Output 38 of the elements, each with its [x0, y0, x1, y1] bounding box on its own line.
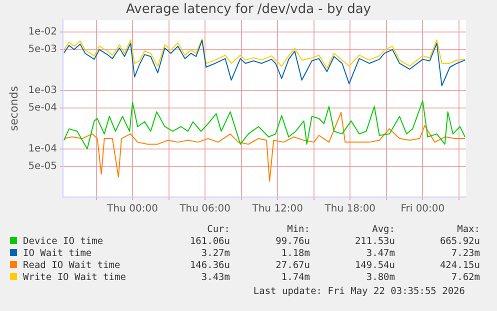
x-tick-label: Thu 06:00: [178, 204, 230, 215]
legend-label: Device IO time: [22, 235, 104, 247]
legend-label: IO Wait time: [22, 247, 93, 259]
legend-label: Read IO Wait time: [22, 259, 122, 271]
y-tick-label: 5e-05: [28, 161, 58, 172]
text: 211.53u: [354, 235, 395, 247]
text: 665.92u: [438, 235, 480, 247]
text: Last update: Fri May 22 03:35:55 2026: [253, 286, 465, 297]
text: 1.18m: [280, 247, 310, 259]
text: Avg:: [371, 223, 395, 235]
text: 3.43m: [200, 271, 230, 283]
text: 27.67u: [274, 259, 310, 271]
text: 3.80m: [365, 271, 395, 283]
text: 149.54u: [354, 259, 395, 271]
x-tick-label: Thu 18:00: [324, 204, 376, 215]
y-tick-label: 1e-04: [28, 143, 58, 154]
text: Max:: [456, 223, 480, 235]
text: 7.62m: [450, 271, 480, 283]
text: Min:: [286, 223, 310, 235]
text: 424.15u: [438, 259, 480, 271]
y-tick-label: 5e-03: [28, 44, 58, 56]
text: Cur:: [206, 223, 230, 235]
x-tick-label: Thu 12:00: [251, 204, 304, 215]
text: 3.47m: [365, 247, 395, 259]
y-tick-label: 1e-02: [28, 26, 58, 38]
chart-title: Average latency for /dev/vda - by day: [125, 2, 372, 17]
text: 7.23m: [450, 247, 480, 259]
x-tick-label: Fri 00:00: [400, 204, 445, 215]
y-axis-title: seconds: [7, 86, 20, 131]
text: 146.36u: [188, 259, 230, 271]
y-tick-label: 1e-03: [28, 84, 58, 96]
legend-label: Write IO Wait time: [22, 271, 127, 283]
text: 99.76u: [274, 235, 310, 247]
text: 161.06u: [188, 235, 230, 247]
text: 3.27m: [200, 247, 230, 259]
y-tick-label: 5e-04: [28, 102, 58, 114]
text: 1.74m: [280, 271, 310, 283]
x-tick-label: Thu 00:00: [106, 204, 158, 215]
